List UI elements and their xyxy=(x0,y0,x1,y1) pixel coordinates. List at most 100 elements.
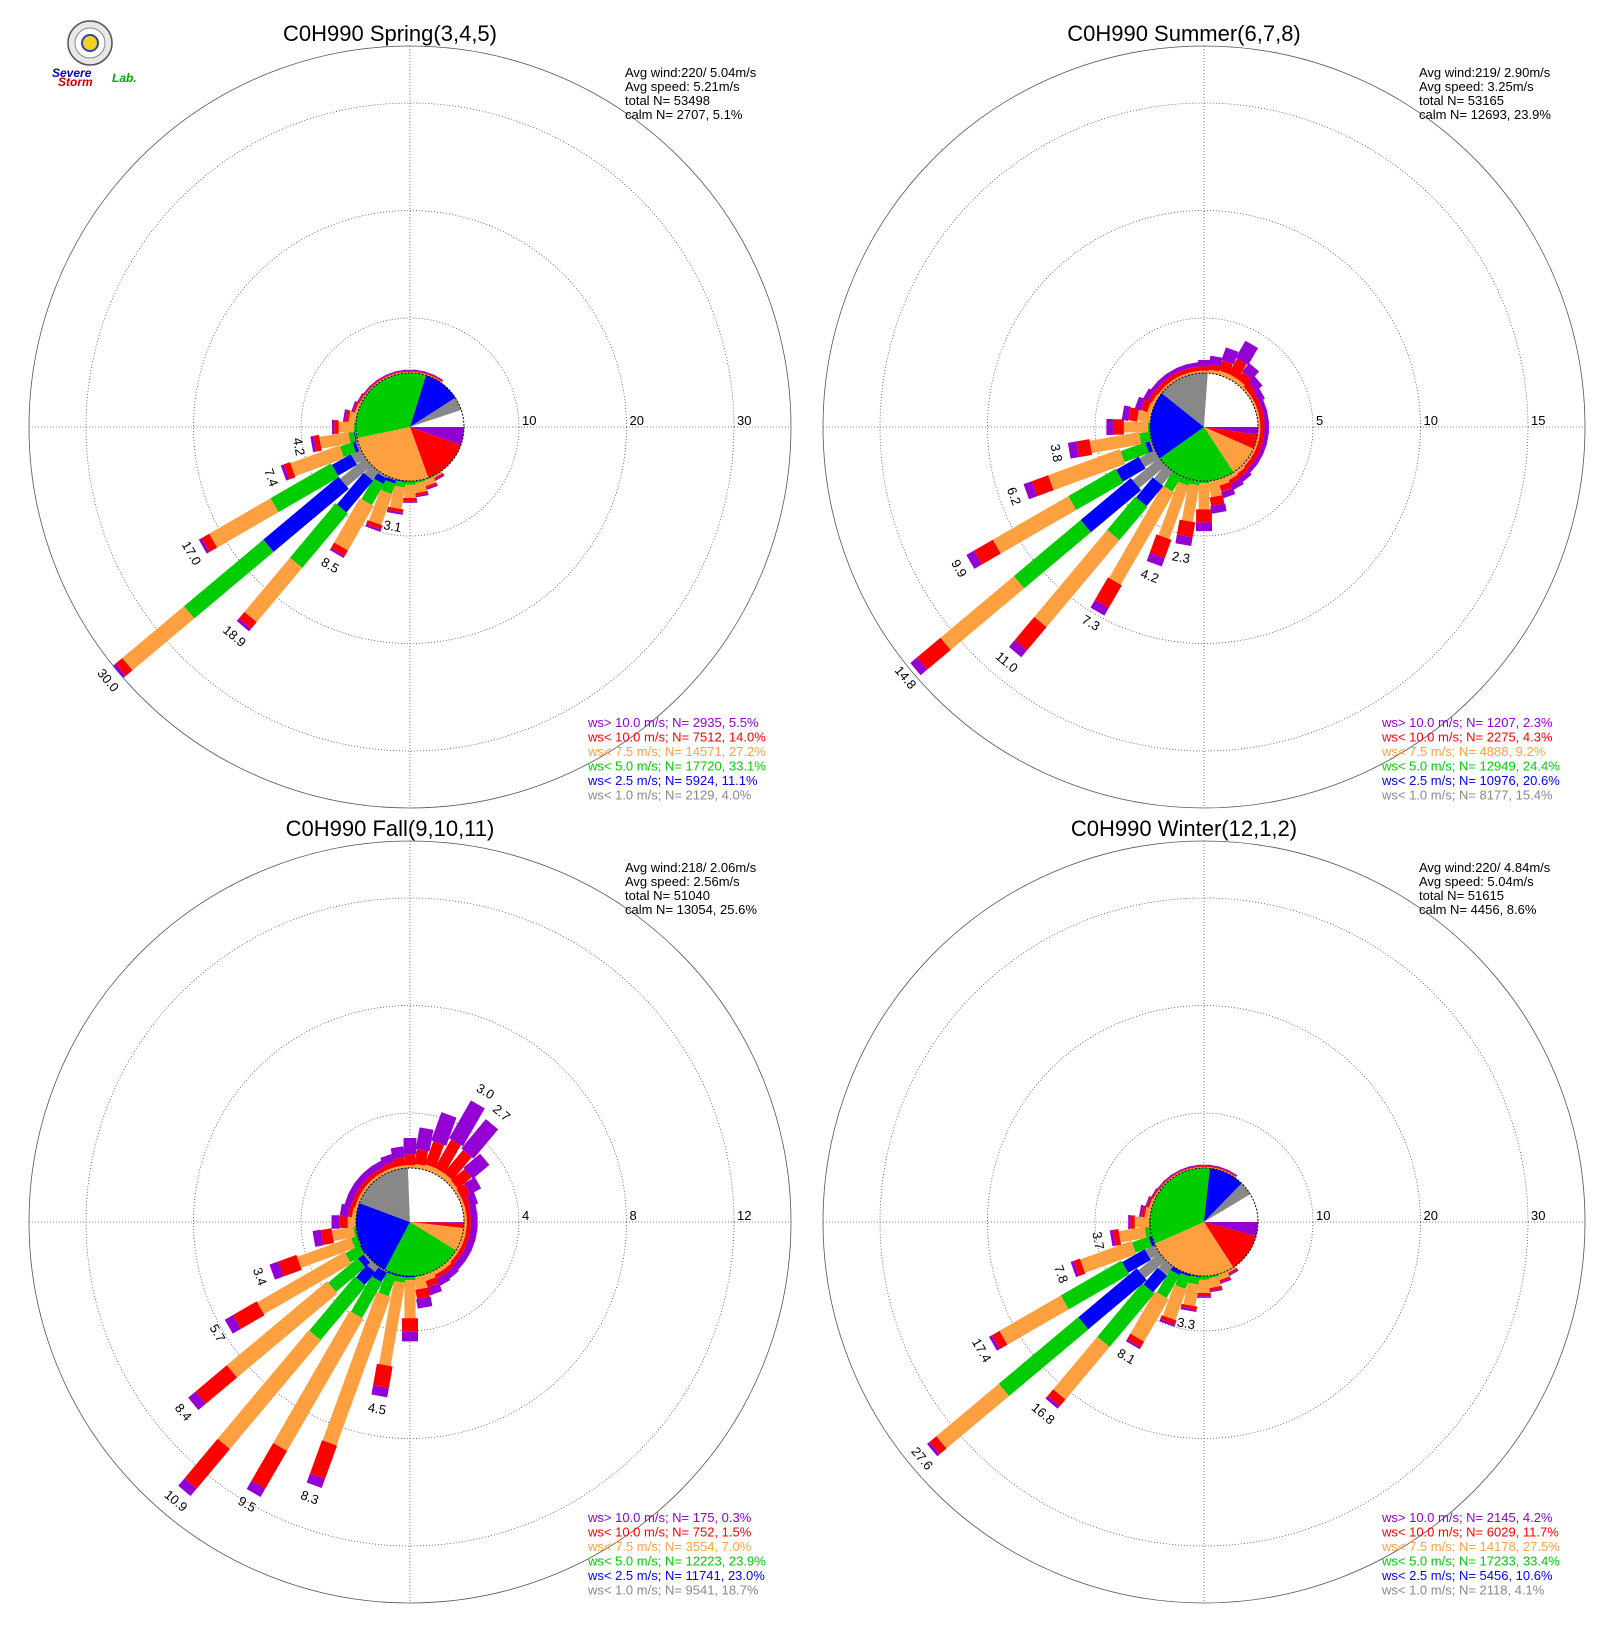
wind-bar-segment xyxy=(1112,1228,1122,1246)
wind-bar-segment xyxy=(434,1269,446,1279)
wind-bar-segment xyxy=(1009,640,1027,658)
wind-bar-segment xyxy=(1109,1229,1116,1247)
wind-bar-segment xyxy=(353,421,356,433)
legend: ws> 10.0 m/s; N= 2145, 4.2% ws< 10.0 m/s… xyxy=(1381,1510,1560,1598)
wind-bar-segment xyxy=(310,435,317,453)
bar-total-label: 4.2 xyxy=(290,436,308,456)
wind-bar-segment xyxy=(414,369,426,373)
wind-bar-segment xyxy=(390,1146,405,1160)
wind-bar-segment xyxy=(1227,1267,1238,1275)
pie-slice xyxy=(384,1222,456,1276)
wind-bar-segment xyxy=(1067,441,1080,459)
wind-bar-segment xyxy=(358,1189,366,1200)
wind-bar-segment xyxy=(350,1196,359,1208)
wind-bar-segment xyxy=(1217,1271,1230,1281)
severe-storm-lab-logo: Severe Storm Lab. xyxy=(52,20,137,89)
bar-total-label: 7.4 xyxy=(261,466,281,488)
wind-bar-segment xyxy=(1147,391,1158,404)
calm-pie xyxy=(1149,1167,1259,1277)
stat-avg-wind: Avg wind:220/ 4.84m/s xyxy=(1419,860,1551,875)
bar-labels: 3.38.116.827.617.47.83.7 xyxy=(908,1230,1196,1472)
wind-bar-segment xyxy=(1210,503,1227,514)
wind-bar-segment xyxy=(1154,383,1165,396)
wind-bar-segment xyxy=(1249,392,1260,404)
wind-bar-segment xyxy=(351,400,357,413)
wind-bar-segment xyxy=(344,1193,355,1207)
legend: ws> 10.0 m/s; N= 175, 0.3% ws< 10.0 m/s;… xyxy=(587,1510,766,1598)
wind-bar-segment xyxy=(372,1267,387,1283)
wind-bar-segment xyxy=(1256,431,1261,442)
wind-bar-segment xyxy=(348,1183,361,1197)
bar-total-label: 3.7 xyxy=(1089,1230,1107,1250)
wind-bar-segment xyxy=(432,1266,444,1275)
wind-bar-segment xyxy=(115,658,133,676)
wind-bar-segment xyxy=(449,1100,485,1147)
bar-total-label: 2.7 xyxy=(490,1101,513,1124)
pie-slice xyxy=(1154,1222,1234,1276)
bar-total-label: 7.3 xyxy=(1079,612,1102,634)
panel-fall: 3.02.74.58.39.510.98.45.73.4 C0H990 Fall… xyxy=(28,816,792,1604)
wind-bar-segment xyxy=(373,1363,393,1388)
stat-avg-wind: Avg wind:219/ 2.90m/s xyxy=(1419,65,1551,80)
wind-bar-segment xyxy=(1014,616,1047,651)
wind-bar-segment xyxy=(366,1171,378,1183)
panel-summer: 2.34.27.311.014.89.96.23.8 C0H990 Summer… xyxy=(822,21,1586,809)
ring-label: 30 xyxy=(1531,1208,1545,1223)
wind-bar-segment xyxy=(1198,359,1210,367)
wind-bar-segment xyxy=(1242,457,1251,468)
wind-bar-segment xyxy=(1175,1272,1190,1289)
wind-bar-segment xyxy=(1127,1333,1145,1348)
wind-bar-segment xyxy=(376,374,387,382)
legend-entry: ws< 7.5 m/s; N= 14178, 27.5% xyxy=(1381,1539,1560,1554)
wind-bar-segment xyxy=(1148,1235,1156,1247)
wind-bar-segment xyxy=(1143,1267,1168,1293)
wind-bar-segment xyxy=(1139,449,1160,468)
pie-slice xyxy=(1159,427,1234,481)
pie-slice xyxy=(407,1168,464,1222)
wind-bar-segment xyxy=(395,1274,406,1278)
wind-bar-segment xyxy=(1226,1266,1237,1274)
wind-bar-segment xyxy=(458,1235,466,1247)
wind-bars xyxy=(112,369,445,679)
wind-bar-segment xyxy=(377,1266,388,1273)
wind-bar-segment xyxy=(461,1236,470,1248)
wind-bar-segment xyxy=(1089,432,1142,454)
wind-bar-segment xyxy=(402,1318,418,1332)
wind-bar-segment xyxy=(1160,377,1173,388)
wind-bar-segment xyxy=(991,1330,1008,1350)
wind-bar-segment xyxy=(1144,1206,1152,1218)
wind-bar-segment xyxy=(369,1175,380,1184)
wind-bar-segment xyxy=(1132,457,1166,489)
wind-bar-segment xyxy=(366,520,383,530)
ring-label: 30 xyxy=(737,413,751,428)
wind-bar-segment xyxy=(238,611,257,629)
legend-entry: ws> 10.0 m/s; N= 175, 0.3% xyxy=(587,1510,752,1525)
wind-bar-segment xyxy=(1131,1236,1153,1253)
wind-bar-segment xyxy=(456,1184,471,1199)
wind-bar-segment xyxy=(331,1215,340,1229)
ring-label: 8 xyxy=(630,1208,637,1223)
wind-bar-segment xyxy=(1128,1214,1131,1230)
wind-bar-segment xyxy=(1181,483,1200,522)
wind-bar-segment xyxy=(1262,410,1269,423)
wind-bar-segment xyxy=(370,381,380,389)
wind-bar-segment xyxy=(414,481,427,493)
stat-total-n: total N= 51040 xyxy=(625,888,710,903)
wind-bar-segment xyxy=(468,1226,478,1240)
wind-bar-segment xyxy=(1221,347,1239,365)
pie-slice xyxy=(1204,1222,1258,1237)
wind-bar-segment xyxy=(1208,479,1222,498)
wind-bar-segment xyxy=(195,1365,238,1404)
pie-slice xyxy=(1204,1168,1242,1222)
wind-bar-segment xyxy=(1153,1189,1160,1200)
wind-bar-segment xyxy=(361,478,384,506)
stats-block: Avg wind:220/ 5.04m/s Avg speed: 5.21m/s… xyxy=(625,65,757,122)
wind-bar-segment xyxy=(1179,372,1191,379)
wind-bar-segment xyxy=(1252,440,1259,452)
wind-bar-segment xyxy=(354,431,358,442)
legend-entry: ws< 7.5 m/s; N= 3554, 7.0% xyxy=(587,1539,752,1554)
wind-bar-segment xyxy=(917,637,951,670)
wind-bar-segment xyxy=(440,1173,453,1184)
stat-total-n: total N= 53165 xyxy=(1419,93,1504,108)
wind-bar-segment xyxy=(188,1391,206,1410)
